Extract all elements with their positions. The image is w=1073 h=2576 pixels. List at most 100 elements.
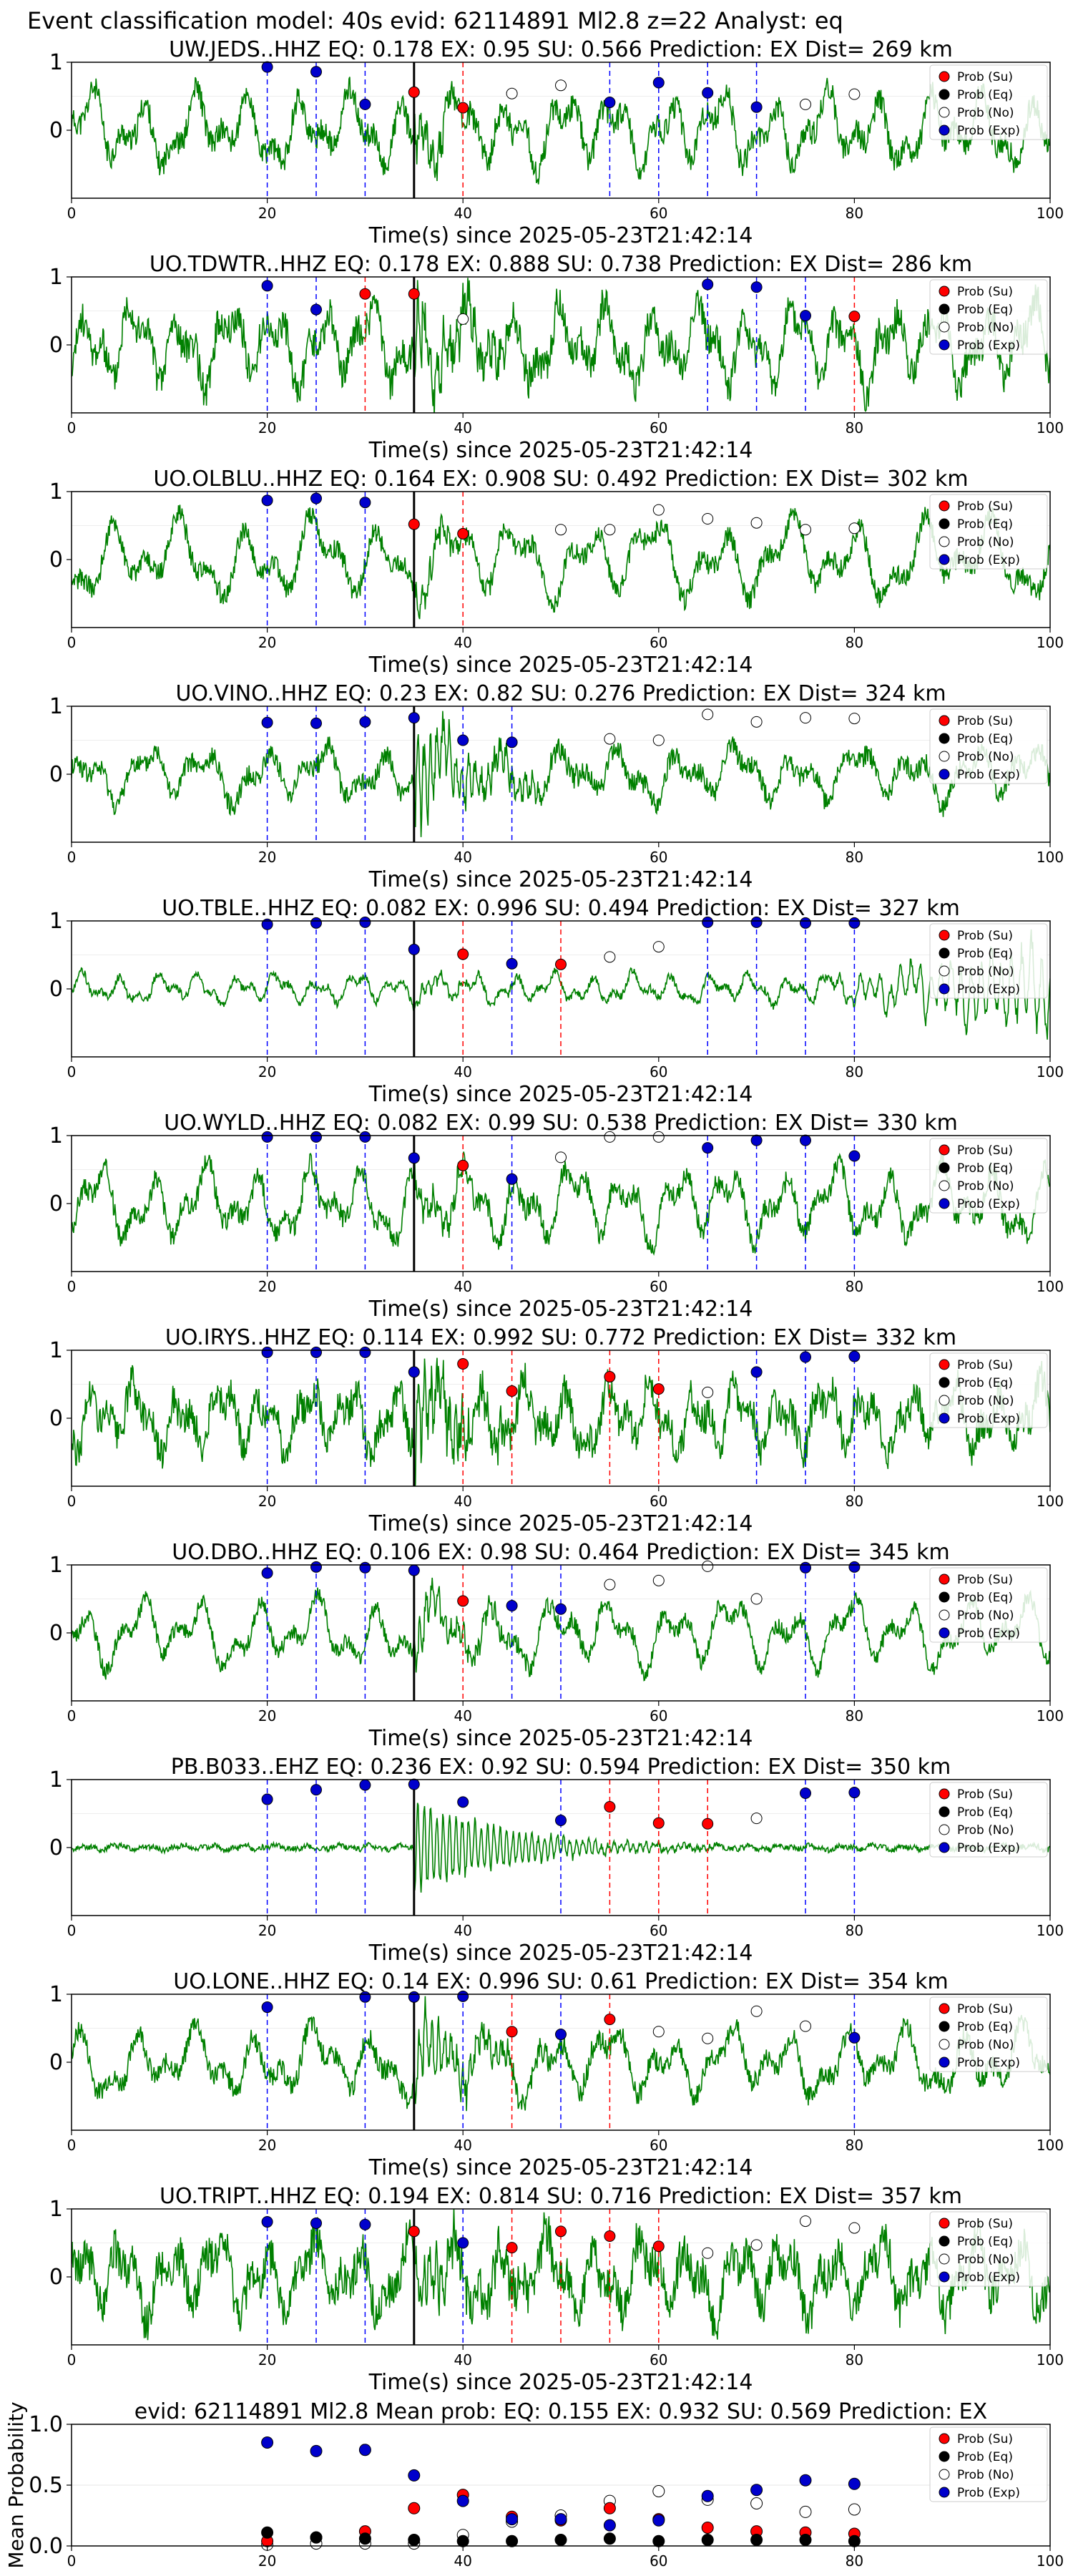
prob-point-exp xyxy=(261,1567,273,1579)
legend-marker-eq xyxy=(939,2451,950,2462)
prob-point-exp xyxy=(310,917,322,929)
legend-label-su: Prob (Su) xyxy=(957,1143,1013,1158)
legend-label-eq: Prob (Eq) xyxy=(957,1161,1013,1176)
y-tick-label: 0 xyxy=(49,118,63,143)
x-tick-label: 100 xyxy=(1037,2137,1064,2154)
prob-point-exp xyxy=(310,1561,322,1573)
prob-point-exp xyxy=(310,303,322,316)
prob-point-exp xyxy=(848,1787,861,1799)
x-tick-label: 40 xyxy=(454,1707,471,1724)
prob-point-su xyxy=(604,2014,616,2026)
y-tick-label: 1 xyxy=(49,694,63,719)
prob-point-exp xyxy=(702,278,714,291)
legend-label-exp: Prob (Exp) xyxy=(957,2486,1020,2500)
prob-point-no xyxy=(848,88,861,100)
legend-box xyxy=(929,2426,1048,2502)
x-tick-label: 20 xyxy=(258,1278,276,1295)
prob-point-exp xyxy=(848,1150,861,1162)
legend-label-eq: Prob (Eq) xyxy=(957,2450,1013,2464)
x-axis-label: Time(s) since 2025-05-23T21:42:14 xyxy=(368,2155,753,2180)
prob-point-su xyxy=(408,86,420,98)
prob-point-su xyxy=(457,102,469,114)
mean-prob-point-exp xyxy=(799,2474,812,2487)
prob-point-exp xyxy=(261,2216,273,2228)
legend-box xyxy=(929,494,1048,570)
x-tick-label: 80 xyxy=(846,1922,863,1939)
legend-label-no: Prob (No) xyxy=(957,965,1014,979)
legend-box xyxy=(929,1567,1048,1643)
y-tick-label: 1 xyxy=(49,479,63,504)
prob-point-exp xyxy=(408,1991,420,2003)
mean-prob-point-eq xyxy=(408,2534,421,2546)
legend-marker-exp xyxy=(939,1627,950,1639)
prob-point-no xyxy=(750,2005,763,2017)
prob-point-no xyxy=(702,708,714,721)
prob-point-exp xyxy=(408,1152,420,1164)
legend-marker-eq xyxy=(939,303,950,315)
legend-label-su: Prob (Su) xyxy=(957,2002,1013,2016)
waveform-trace xyxy=(72,1357,1050,1486)
prob-point-exp xyxy=(800,1787,811,1799)
y-tick-label: 1 xyxy=(49,1982,63,2007)
x-tick-label: 80 xyxy=(846,2552,863,2570)
x-axis-label: Time(s) since 2025-05-23T21:42:14 xyxy=(368,1297,753,1322)
legend-label-exp: Prob (Exp) xyxy=(957,1841,1020,1855)
x-tick-label: 60 xyxy=(650,1063,667,1080)
prob-point-no xyxy=(652,2026,665,2038)
mean-prob-point-exp xyxy=(358,2444,371,2457)
prob-point-no xyxy=(800,2020,811,2032)
legend-box xyxy=(929,1352,1048,1428)
legend-label-no: Prob (No) xyxy=(957,2468,1014,2482)
prob-point-no xyxy=(702,2032,714,2044)
prob-point-exp xyxy=(261,280,273,292)
prob-point-exp xyxy=(310,1346,322,1358)
prob-point-no xyxy=(800,98,811,110)
y-tick-label: 1 xyxy=(49,2197,63,2222)
prob-point-exp xyxy=(261,1131,273,1143)
prob-point-su xyxy=(408,288,420,300)
prob-point-su xyxy=(457,527,469,540)
prob-point-exp xyxy=(261,494,273,507)
panel-title: UO.VINO..HHZ EQ: 0.23 EX: 0.82 SU: 0.276… xyxy=(175,681,946,706)
prob-point-no xyxy=(506,87,518,99)
legend-box xyxy=(929,923,1048,999)
legend-marker-eq xyxy=(939,947,950,959)
legend-label-exp: Prob (Exp) xyxy=(957,2270,1020,2285)
mean-prob-point-exp xyxy=(261,2436,274,2449)
panel-title: PB.B033..EHZ EQ: 0.236 EX: 0.92 SU: 0.59… xyxy=(171,1755,951,1780)
panel-title: UO.TDWTR..HHZ EQ: 0.178 EX: 0.888 SU: 0.… xyxy=(150,252,972,277)
y-tick-label: 0.0 xyxy=(29,2534,63,2559)
y-tick-label: 1 xyxy=(49,50,63,75)
prob-point-exp xyxy=(261,716,273,728)
x-tick-label: 60 xyxy=(650,1707,667,1724)
legend-marker-su xyxy=(939,2433,950,2444)
prob-point-exp xyxy=(506,736,518,748)
panel-title: UO.TRIPT..HHZ EQ: 0.194 EX: 0.814 SU: 0.… xyxy=(160,2184,962,2209)
legend-label-eq: Prob (Eq) xyxy=(957,732,1013,746)
plot-area xyxy=(72,492,1050,628)
prob-point-su xyxy=(506,1385,518,1397)
legend-marker-exp xyxy=(939,125,950,136)
x-tick-label: 80 xyxy=(846,2351,863,2368)
legend-marker-su xyxy=(939,1359,950,1370)
x-axis-label: Time(s) since 2025-05-23T21:42:14 xyxy=(368,1511,753,1536)
x-tick-label: 0 xyxy=(67,1063,77,1080)
x-tick-label: 20 xyxy=(258,2137,276,2154)
prob-point-exp xyxy=(408,943,420,955)
prob-point-no xyxy=(800,712,811,724)
y-tick-label: 1 xyxy=(49,1767,63,1792)
x-tick-label: 100 xyxy=(1037,2552,1064,2570)
legend-label-su: Prob (Su) xyxy=(957,285,1013,299)
panel-title: UO.OLBLU..HHZ EQ: 0.164 EX: 0.908 SU: 0.… xyxy=(153,467,968,492)
prob-point-no xyxy=(652,504,665,516)
legend-marker-su xyxy=(939,500,950,512)
plot-area xyxy=(72,706,1050,842)
legend-label-exp: Prob (Exp) xyxy=(957,1197,1020,1211)
legend-box xyxy=(929,708,1048,784)
station-panel: UO.DBO..HHZ EQ: 0.106 EX: 0.98 SU: 0.464… xyxy=(49,1540,1064,1751)
prob-point-no xyxy=(457,313,469,325)
legend-label-su: Prob (Su) xyxy=(957,2432,1013,2446)
x-tick-label: 60 xyxy=(650,1922,667,1939)
mean-prob-point-eq xyxy=(750,2534,763,2546)
